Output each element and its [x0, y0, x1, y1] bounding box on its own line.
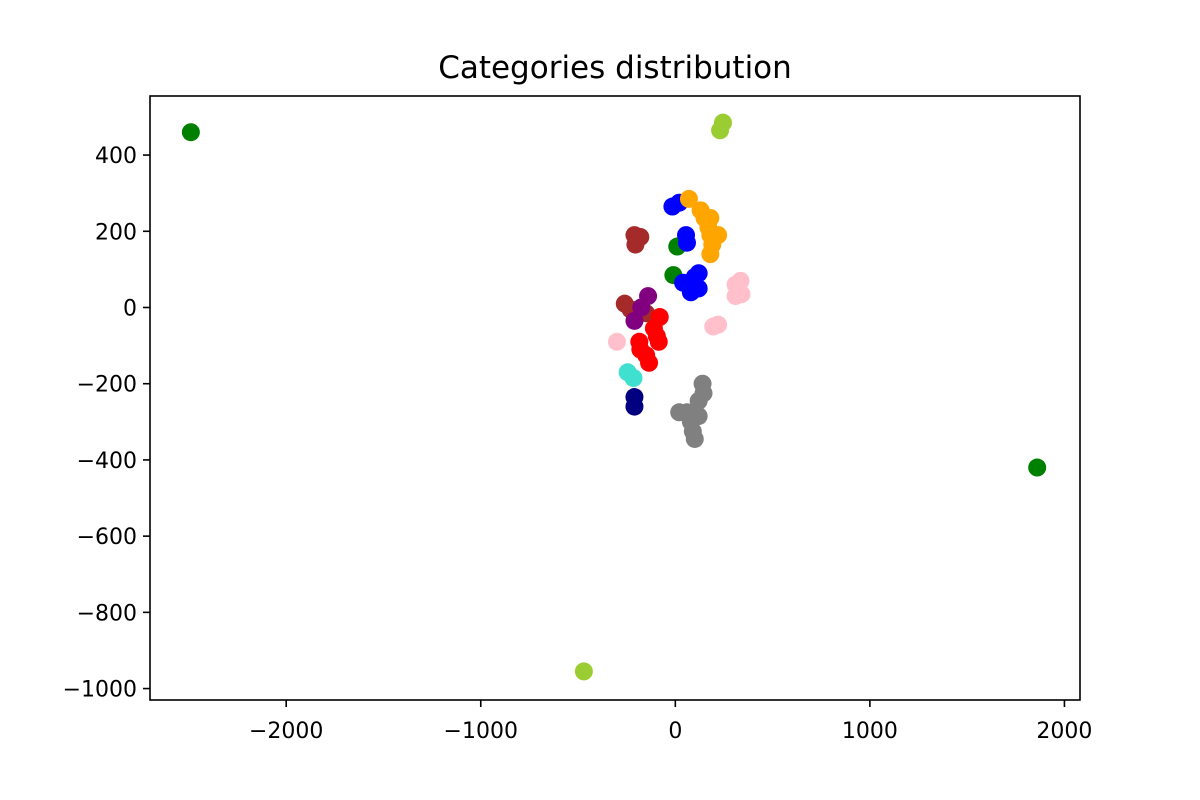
data-points — [181, 113, 1047, 681]
scatter-point — [704, 317, 723, 336]
y-tick-label: −1000 — [63, 678, 137, 703]
scatter-point — [679, 189, 698, 208]
y-tick-label: −800 — [77, 601, 137, 626]
scatter-point — [681, 283, 700, 302]
x-tick-label: −2000 — [249, 719, 323, 744]
scatter-point — [574, 662, 593, 681]
scatter-point — [689, 391, 708, 410]
scatter-point — [701, 245, 720, 264]
scatter-point — [685, 429, 704, 448]
x-tick-label: 1000 — [842, 719, 898, 744]
y-tick-label: −200 — [77, 373, 137, 398]
y-tick-label: 200 — [95, 220, 137, 245]
scatter-point — [726, 287, 745, 306]
scatter-point — [625, 397, 644, 416]
y-tick-label: −600 — [77, 525, 137, 550]
x-tick-label: 0 — [668, 719, 682, 744]
axis-ticks: −2000 −1000 0 1000 20004002000−200−400−600−8… — [63, 144, 1093, 744]
x-tick-label: 2000 — [1036, 719, 1092, 744]
chart-title: Categories distribution — [438, 50, 792, 86]
scatter-point — [624, 368, 643, 387]
scatter-point — [625, 311, 644, 330]
plot-frame — [149, 95, 1081, 701]
scatter-point — [181, 123, 200, 142]
scatter-point — [711, 121, 730, 140]
scatter-point — [607, 332, 626, 351]
scatter-point — [626, 235, 645, 254]
x-tick-label: −1000 — [444, 719, 518, 744]
scatter-point — [640, 353, 659, 372]
scatter-point — [1028, 458, 1047, 477]
scatter-point — [649, 332, 668, 351]
y-tick-label: 0 — [123, 296, 137, 321]
scatter-point — [632, 298, 651, 317]
y-tick-label: −400 — [77, 449, 137, 474]
scatter-point — [677, 233, 696, 252]
y-tick-label: 400 — [95, 144, 137, 169]
